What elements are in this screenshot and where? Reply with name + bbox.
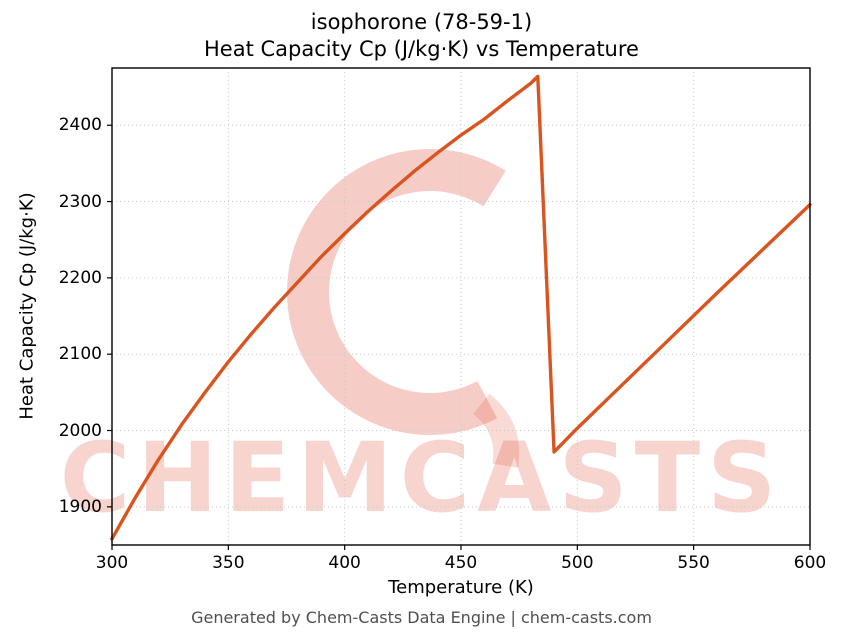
plot-border — [111, 67, 811, 546]
watermark-text: CHEMCASTS — [59, 422, 784, 534]
watermark-logo-tail-icon — [472, 393, 520, 468]
y-axis-label: Heat Capacity Cp (J/kg·K) — [16, 192, 38, 420]
y-tick-label: 1900 — [58, 496, 102, 517]
y-tick-label: 2300 — [58, 191, 102, 212]
x-tick-label: 350 — [212, 553, 245, 573]
watermark-logo-icon — [287, 149, 506, 435]
x-tick-label: 600 — [793, 553, 827, 573]
y-tick-label: 2400 — [58, 115, 102, 136]
y-tick-label: 2000 — [58, 420, 102, 441]
x-tick-label: 550 — [677, 553, 710, 573]
cp-line-series — [110, 74, 812, 541]
x-axis-label: Temperature (K) — [388, 577, 534, 598]
y-tick-label: 2100 — [58, 344, 102, 365]
chart-title-line1: isophorone (78-59-1) — [310, 10, 533, 34]
footer-credit: Generated by Chem-Casts Data Engine | ch… — [191, 608, 652, 627]
y-tick-label: 2200 — [58, 267, 102, 288]
x-tick-label: 400 — [328, 553, 361, 573]
x-tick-label: 450 — [444, 553, 478, 573]
chart-title-line2: Heat Capacity Cp (J/kg·K) vs Temperature — [204, 37, 639, 61]
x-tick-label: 500 — [561, 553, 594, 573]
x-tick-label: 300 — [95, 553, 129, 573]
